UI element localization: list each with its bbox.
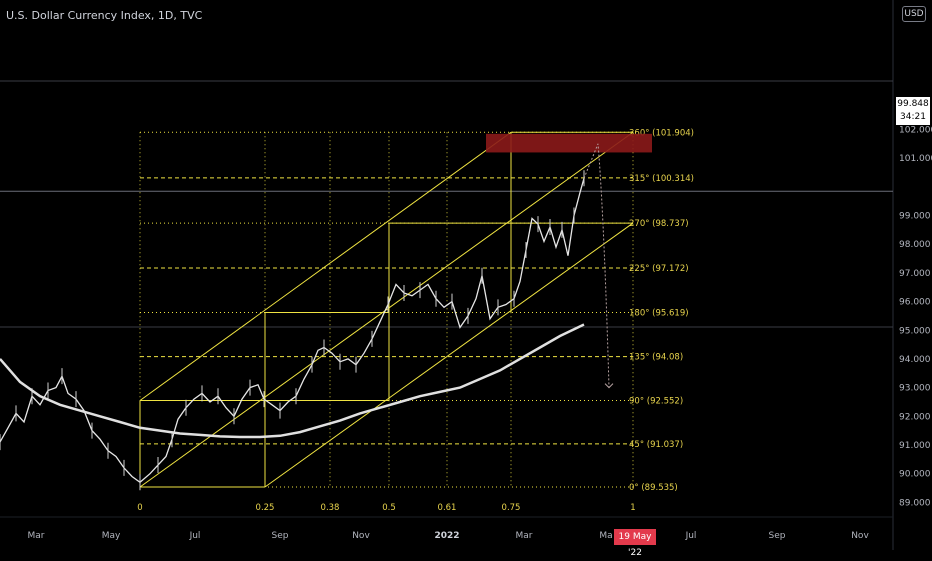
currency-button[interactable]: USD (902, 6, 926, 22)
y-tick-label: 90.000 (899, 470, 931, 480)
y-tick-label: 95.000 (899, 326, 931, 336)
x-tick-label: Mar (28, 531, 45, 541)
channel-mid (139, 131, 634, 488)
gann-level-label: 135° (94.08) (629, 353, 683, 363)
bar-countdown: 34:21 (900, 112, 926, 122)
channel-upper (139, 131, 512, 401)
last-price-value: 99.848 (897, 99, 929, 109)
x-tick-label: Mar (516, 531, 533, 541)
y-tick-label: 102.000 (899, 126, 932, 136)
y-tick-label: 96.000 (899, 298, 931, 308)
fib-time-label: 0.25 (256, 503, 275, 513)
chart-title: U.S. Dollar Currency Index, 1D, TVC (6, 9, 203, 22)
x-tick-label: Sep (769, 531, 786, 541)
gann-level-label: 180° (95.619) (629, 309, 689, 319)
y-tick-label: 92.000 (899, 412, 931, 422)
x-tick-label: 2022 (434, 531, 459, 541)
x-tick-label: Ma (599, 531, 612, 541)
x-tick-label: Jul (189, 531, 201, 541)
crosshair-date-label: 19 May '22 (614, 529, 656, 558)
x-tick-label: May (102, 531, 121, 541)
fib-time-label: 1 (630, 503, 635, 513)
projection-path (583, 143, 610, 388)
gann-level-label: 360° (101.904) (629, 128, 694, 138)
channel-lower (264, 222, 634, 488)
gann-level-label: 0° (89.535) (629, 483, 678, 493)
y-tick-label: 91.000 (899, 441, 931, 451)
projection-arrow (604, 383, 614, 389)
fib-time-label: 0.75 (502, 503, 521, 513)
resistance-zone (486, 133, 652, 153)
gann-level-label: 45° (91.037) (629, 440, 683, 450)
y-tick-label: 98.000 (899, 240, 931, 250)
y-tick-label: 97.000 (899, 269, 931, 279)
y-tick-label: 89.000 (899, 498, 931, 508)
gann-level-label: 270° (98.737) (629, 219, 689, 229)
fib-time-label: 0.61 (438, 503, 457, 513)
moving-average-line (0, 323, 585, 439)
y-tick-label: 99.000 (899, 212, 931, 222)
x-tick-label: Nov (851, 531, 869, 541)
fib-time-label: 0.38 (321, 503, 340, 513)
gann-level-label: 90° (92.552) (629, 396, 683, 406)
x-tick-label: Nov (352, 531, 370, 541)
y-tick-label: 93.000 (899, 384, 931, 394)
x-tick-label: Jul (685, 531, 697, 541)
price-line (0, 178, 585, 484)
y-tick-label: 101.000 (899, 154, 932, 164)
fib-time-label: 0.5 (382, 503, 396, 513)
y-tick-label: 94.000 (899, 355, 931, 365)
last-price-label: 99.848 34:21 (896, 97, 930, 125)
x-tick-label: Sep (272, 531, 289, 541)
gann-level-label: 225° (97.172) (629, 264, 689, 274)
fib-time-label: 0 (137, 503, 142, 513)
gann-level-label: 315° (100.314) (629, 174, 694, 184)
